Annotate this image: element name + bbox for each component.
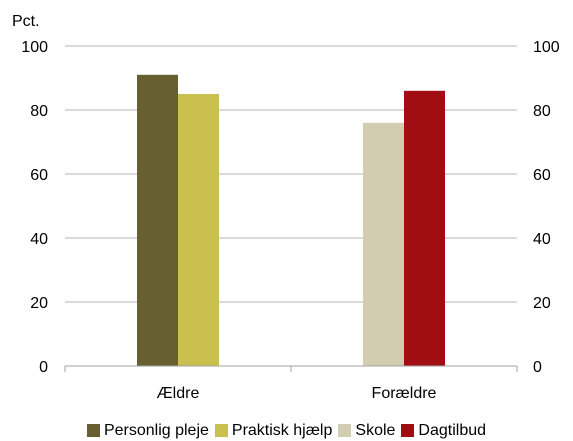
y-tick-label-left: 100 bbox=[21, 39, 48, 56]
legend-item: Personlig pleje bbox=[86, 421, 209, 440]
legend-swatch bbox=[214, 424, 228, 437]
y-axis-unit-label: Pct. bbox=[12, 13, 40, 30]
y-tick-label-right: 80 bbox=[533, 103, 551, 120]
bar-dagtilbud bbox=[404, 90, 445, 367]
y-tick-label-right: 100 bbox=[533, 39, 560, 56]
bar-skole bbox=[363, 122, 404, 366]
y-tick-label-right: 60 bbox=[533, 167, 551, 184]
legend-label: Dagtilbud bbox=[418, 421, 487, 439]
y-tick-label-left: 20 bbox=[30, 295, 48, 312]
x-tick-label: Ældre bbox=[157, 385, 200, 402]
legend-label: Personlig pleje bbox=[103, 421, 209, 439]
legend-label: Skole bbox=[355, 421, 396, 439]
gridlines bbox=[65, 45, 517, 303]
legend: Personlig pleje Praktisk hjælp Skole Dagtil… bbox=[0, 420, 573, 441]
legend-swatch bbox=[401, 424, 415, 437]
y-tick-label-right: 0 bbox=[533, 359, 542, 376]
y-axis-right-ticks: 0 20 40 60 80 100 bbox=[533, 39, 560, 376]
legend-item: Dagtilbud bbox=[401, 422, 486, 440]
y-tick-label-left: 0 bbox=[39, 359, 48, 376]
legend-item: Praktisk hjælp bbox=[214, 421, 333, 440]
y-tick-label-left: 40 bbox=[30, 231, 48, 248]
y-tick-label-right: 40 bbox=[533, 231, 551, 248]
legend-item: Skole bbox=[338, 422, 395, 440]
bar-praktisk-hj-lp bbox=[178, 94, 219, 366]
bar-personlig-pleje bbox=[137, 74, 178, 367]
y-axis-left-ticks: 0 20 40 60 80 100 bbox=[21, 39, 48, 376]
bars bbox=[137, 74, 445, 367]
legend-swatch bbox=[86, 424, 100, 437]
y-tick-label-left: 60 bbox=[30, 167, 48, 184]
y-tick-label-right: 20 bbox=[533, 295, 551, 312]
legend-label: Praktisk hjælp bbox=[231, 421, 333, 439]
legend-swatch bbox=[338, 424, 352, 437]
bar-chart: Pct. 0 20 40 60 80 100 0 20 40 60 80 100 Ældre Foræ… bbox=[12, 13, 560, 402]
x-axis-tick-marks bbox=[64, 366, 518, 372]
y-tick-label-left: 80 bbox=[30, 103, 48, 120]
x-axis-labels: Ældre Forældre bbox=[157, 385, 437, 402]
x-tick-label: Forældre bbox=[372, 385, 437, 402]
